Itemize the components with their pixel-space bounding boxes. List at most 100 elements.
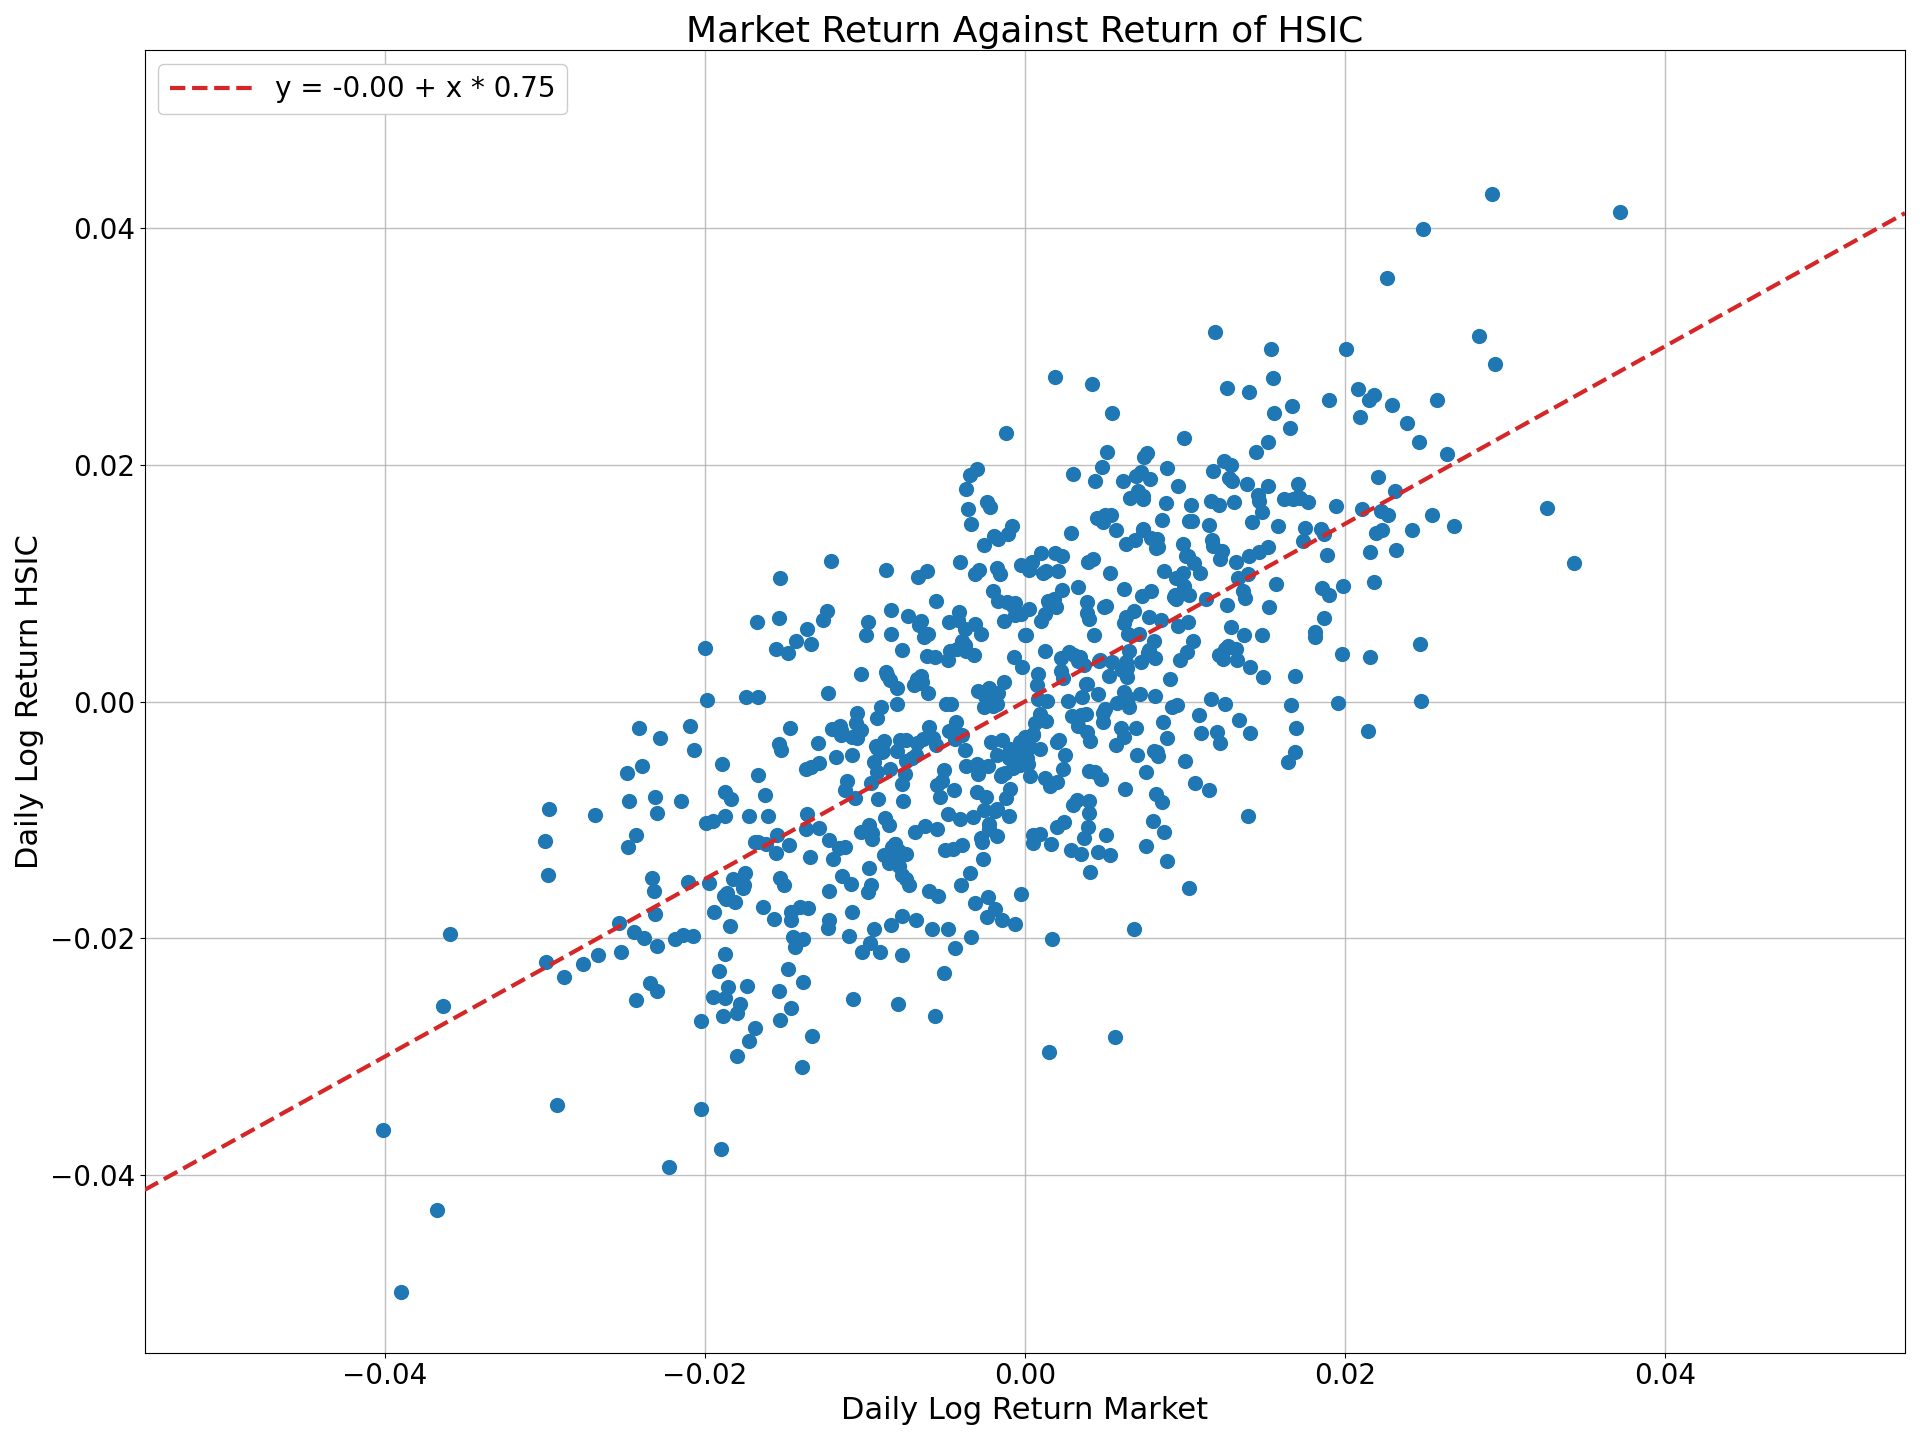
Point (672, 870, 703, 893)
Point (739, 829, 770, 852)
Legend: y = -0.00 + x * 0.75: y = -0.00 + x * 0.75 (159, 65, 566, 114)
Point (697, 985, 728, 1008)
Point (1112, 687, 1142, 710)
Point (1092, 665, 1123, 688)
Point (1233, 563, 1263, 586)
Point (1160, 588, 1190, 611)
Point (1058, 793, 1089, 816)
Point (1056, 704, 1087, 727)
Point (768, 873, 799, 896)
Point (714, 914, 745, 937)
Point (659, 927, 689, 950)
Point (708, 1005, 739, 1028)
Point (858, 750, 889, 773)
Point (803, 732, 833, 755)
Point (968, 831, 998, 854)
Point (1306, 576, 1336, 599)
Point (1043, 559, 1073, 582)
Point (854, 932, 885, 955)
Point (895, 873, 925, 896)
Point (1083, 683, 1114, 706)
Point (710, 986, 741, 1009)
Point (1139, 629, 1169, 652)
Point (1373, 504, 1404, 527)
Point (837, 901, 868, 924)
Point (887, 904, 918, 927)
Point (693, 871, 724, 894)
Point (995, 744, 1025, 768)
Point (920, 1004, 950, 1027)
Point (829, 835, 860, 858)
Point (1392, 412, 1423, 435)
Point (1344, 405, 1375, 428)
Point (854, 855, 885, 878)
Point (1127, 488, 1158, 511)
Point (1133, 642, 1164, 665)
Point (943, 638, 973, 661)
Point (950, 634, 981, 657)
Point (1018, 723, 1048, 746)
Point (1035, 775, 1066, 798)
Point (970, 534, 1000, 557)
Point (1071, 720, 1102, 743)
Point (749, 783, 780, 806)
Point (708, 805, 739, 828)
Point (977, 579, 1008, 602)
Point (831, 769, 862, 792)
Point (774, 641, 804, 664)
Point (1083, 841, 1114, 864)
Point (989, 762, 1020, 785)
Point (532, 864, 563, 887)
Point (858, 917, 889, 940)
Point (780, 936, 810, 959)
Point (1056, 838, 1087, 861)
Point (1288, 530, 1319, 553)
Point (530, 829, 561, 852)
Point (1229, 624, 1260, 647)
Point (641, 979, 672, 1002)
Point (791, 757, 822, 780)
Point (733, 805, 764, 828)
Point (900, 819, 931, 842)
Point (847, 940, 877, 963)
Point (864, 940, 895, 963)
Point (1371, 266, 1402, 289)
Point (950, 618, 981, 641)
Point (1127, 517, 1158, 540)
Point (1223, 708, 1254, 732)
Point (876, 599, 906, 622)
Point (891, 842, 922, 865)
Point (1185, 562, 1215, 585)
Point (568, 953, 599, 976)
Point (668, 923, 699, 946)
Point (1023, 688, 1054, 711)
Point (743, 763, 774, 786)
Point (760, 638, 791, 661)
Point (918, 727, 948, 750)
Point (720, 890, 751, 913)
Point (981, 556, 1012, 579)
Point (991, 786, 1021, 809)
Point (1106, 716, 1137, 739)
Point (1160, 583, 1190, 606)
Point (1346, 498, 1377, 521)
Point (979, 897, 1010, 920)
Point (891, 750, 922, 773)
Point (1140, 684, 1171, 707)
Point (1323, 691, 1354, 714)
Point (929, 838, 960, 861)
Point (1129, 445, 1160, 468)
Point (626, 755, 657, 778)
Point (1231, 586, 1261, 609)
Point (816, 550, 847, 573)
Point (883, 855, 914, 878)
Point (966, 622, 996, 645)
Point (914, 716, 945, 739)
Point (902, 668, 933, 691)
Point (747, 896, 778, 919)
Point (1213, 467, 1244, 490)
Point (891, 729, 922, 752)
Point (1380, 539, 1411, 562)
Point (1254, 536, 1284, 559)
Point (1123, 622, 1154, 645)
